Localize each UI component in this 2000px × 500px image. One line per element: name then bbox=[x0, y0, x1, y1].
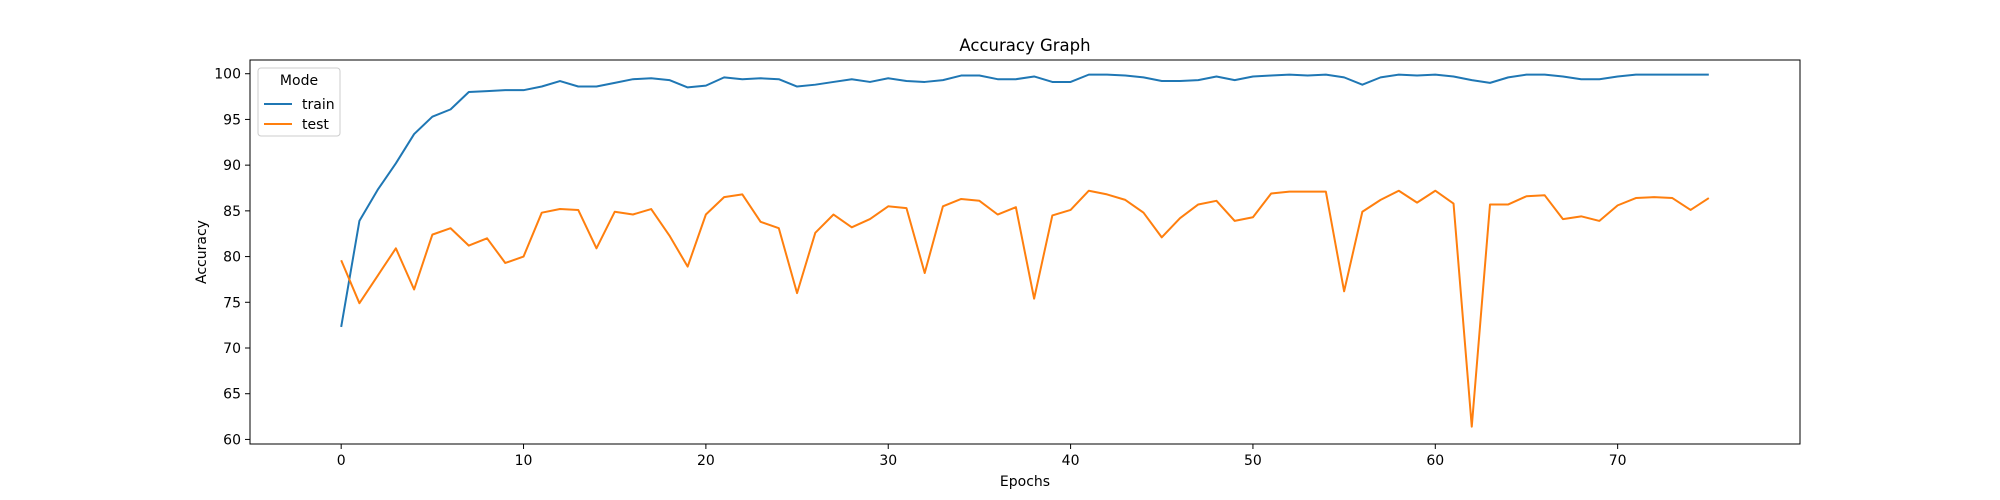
legend-label-train: train bbox=[302, 97, 335, 113]
series-layer bbox=[340, 73, 1710, 428]
x-tick-label: 60 bbox=[1426, 453, 1444, 469]
legend-box bbox=[257, 67, 341, 137]
y-tick-label: 65 bbox=[223, 387, 241, 403]
legend-entries: train test bbox=[264, 97, 335, 133]
chart-title: Accuracy Graph bbox=[959, 36, 1090, 55]
y-tick-label: 70 bbox=[223, 341, 241, 357]
y-tick-label: 90 bbox=[223, 158, 241, 174]
y-tick-label: 95 bbox=[223, 112, 241, 128]
y-tick-label: 80 bbox=[223, 250, 241, 266]
y-tick-label: 85 bbox=[223, 204, 241, 220]
legend-title: Mode bbox=[280, 73, 318, 89]
x-tick-label: 20 bbox=[697, 453, 715, 469]
series-line-test bbox=[340, 189, 1710, 428]
y-axis-label: Accuracy bbox=[194, 220, 210, 284]
plot-frame bbox=[249, 59, 1801, 445]
x-tick-label: 50 bbox=[1244, 453, 1262, 469]
y-tick-label: 75 bbox=[223, 295, 241, 311]
y-axis-ticks: 60 65 70 75 80 85 90 95 100 bbox=[214, 67, 250, 448]
y-tick-label: 100 bbox=[214, 67, 241, 83]
legend: Mode train test bbox=[257, 67, 341, 137]
legend-label-test: test bbox=[302, 117, 329, 133]
x-tick-label: 70 bbox=[1609, 453, 1627, 469]
y-tick-label: 60 bbox=[223, 432, 241, 448]
x-axis-ticks: 0 10 20 30 40 50 60 70 bbox=[337, 444, 1627, 469]
series-line-train bbox=[340, 73, 1709, 328]
x-axis-label: Epochs bbox=[1000, 474, 1050, 490]
x-tick-label: 10 bbox=[515, 453, 533, 469]
x-tick-label: 30 bbox=[879, 453, 897, 469]
x-tick-label: 0 bbox=[337, 453, 346, 469]
x-tick-label: 40 bbox=[1062, 453, 1080, 469]
